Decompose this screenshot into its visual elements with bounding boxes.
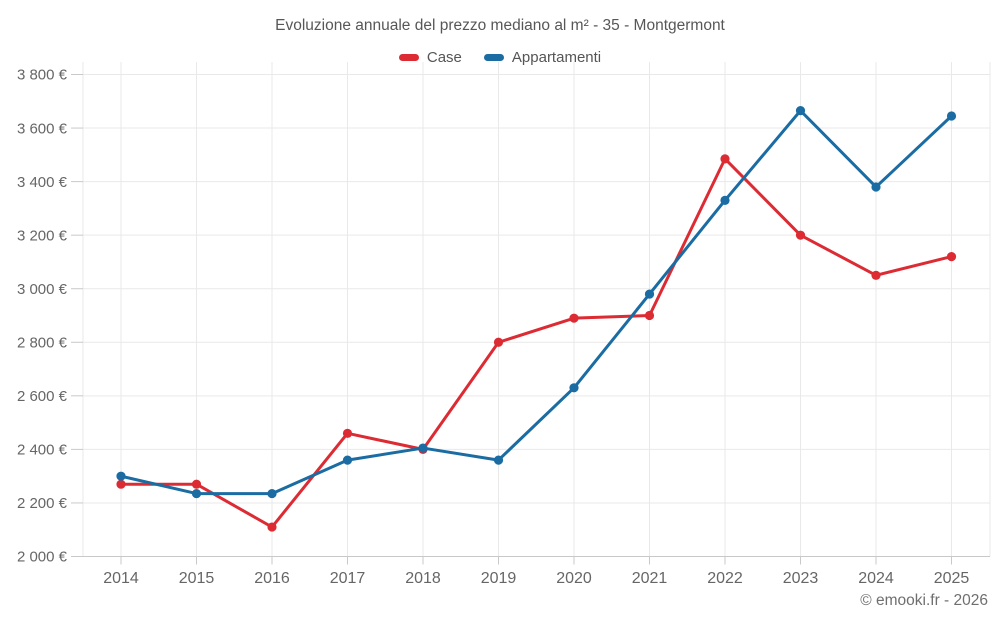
chart-title: Evoluzione annuale del prezzo mediano al… [275,17,725,34]
y-axis-label: 3 800 € [17,67,68,84]
x-axis-label: 2019 [481,570,517,587]
y-axis-label: 2 600 € [17,388,68,405]
appartamenti-series-line [119,109,953,496]
case-data-point-2023[interactable] [795,230,806,240]
appartamenti-data-point-2019[interactable] [493,455,504,465]
case-data-point-2021[interactable] [644,310,655,321]
case-data-point-2022[interactable] [720,154,730,164]
legend-item-case[interactable]: Case [398,48,462,66]
y-axis-label: 2 800 € [17,334,68,351]
appartamenti-series-color-icon [483,53,504,61]
y-axis-label: 2 200 € [17,495,68,512]
case-series-color-icon [398,53,419,61]
appartamenti-data-point-2023[interactable] [795,106,806,116]
x-axis-label: 2017 [330,570,366,587]
legend-item-appartamenti[interactable]: Appartamenti [483,48,602,66]
x-axis-label: 2025 [934,570,970,587]
y-axis-label: 2 000 € [17,549,68,566]
appartamenti-data-point-2014[interactable] [116,471,126,481]
case-data-point-2017[interactable] [342,428,353,438]
appartamenti-data-point-2018[interactable] [418,443,428,453]
case-data-point-2020[interactable] [569,313,579,323]
appartamenti-data-point-2025[interactable] [946,111,957,121]
y-axis-label: 3 600 € [17,120,68,137]
x-axis-label: 2016 [254,570,290,587]
y-axis-label: 3 400 € [17,174,68,191]
case-data-point-2015[interactable] [191,479,202,489]
case-data-point-2025[interactable] [946,251,957,262]
legend-label-appartamenti: Appartamenti [511,48,602,66]
x-axis-label: 2024 [858,570,894,587]
x-axis-label: 2020 [556,570,592,587]
x-axis-label: 2015 [179,570,215,587]
footer-credit: © emooki.fr - 2026 [860,592,988,609]
appartamenti-data-point-2020[interactable] [569,383,579,393]
x-axis-label: 2023 [783,570,819,587]
x-axis-label: 2021 [632,570,668,587]
appartamenti-data-point-2024[interactable] [871,182,881,192]
chart-legend: Case Appartamenti [0,47,1000,67]
case-data-point-2024[interactable] [871,270,881,280]
case-series-line [119,157,953,529]
y-axis-label: 3 200 € [17,227,68,244]
appartamenti-data-point-2017[interactable] [342,455,353,465]
x-axis-label: 2018 [405,570,441,587]
x-axis-label: 2014 [103,570,139,587]
case-data-point-2019[interactable] [493,337,504,347]
case-data-point-2014[interactable] [116,479,126,489]
y-axis-label: 3 000 € [17,281,68,298]
appartamenti-data-point-2022[interactable] [720,195,730,205]
case-data-point-2016[interactable] [267,522,277,532]
legend-label-case: Case [426,48,462,66]
appartamenti-data-point-2015[interactable] [191,488,202,499]
x-axis-label: 2022 [707,570,743,587]
appartamenti-data-point-2016[interactable] [267,488,277,499]
y-axis-label: 2 400 € [17,442,68,459]
appartamenti-data-point-2021[interactable] [644,289,655,299]
